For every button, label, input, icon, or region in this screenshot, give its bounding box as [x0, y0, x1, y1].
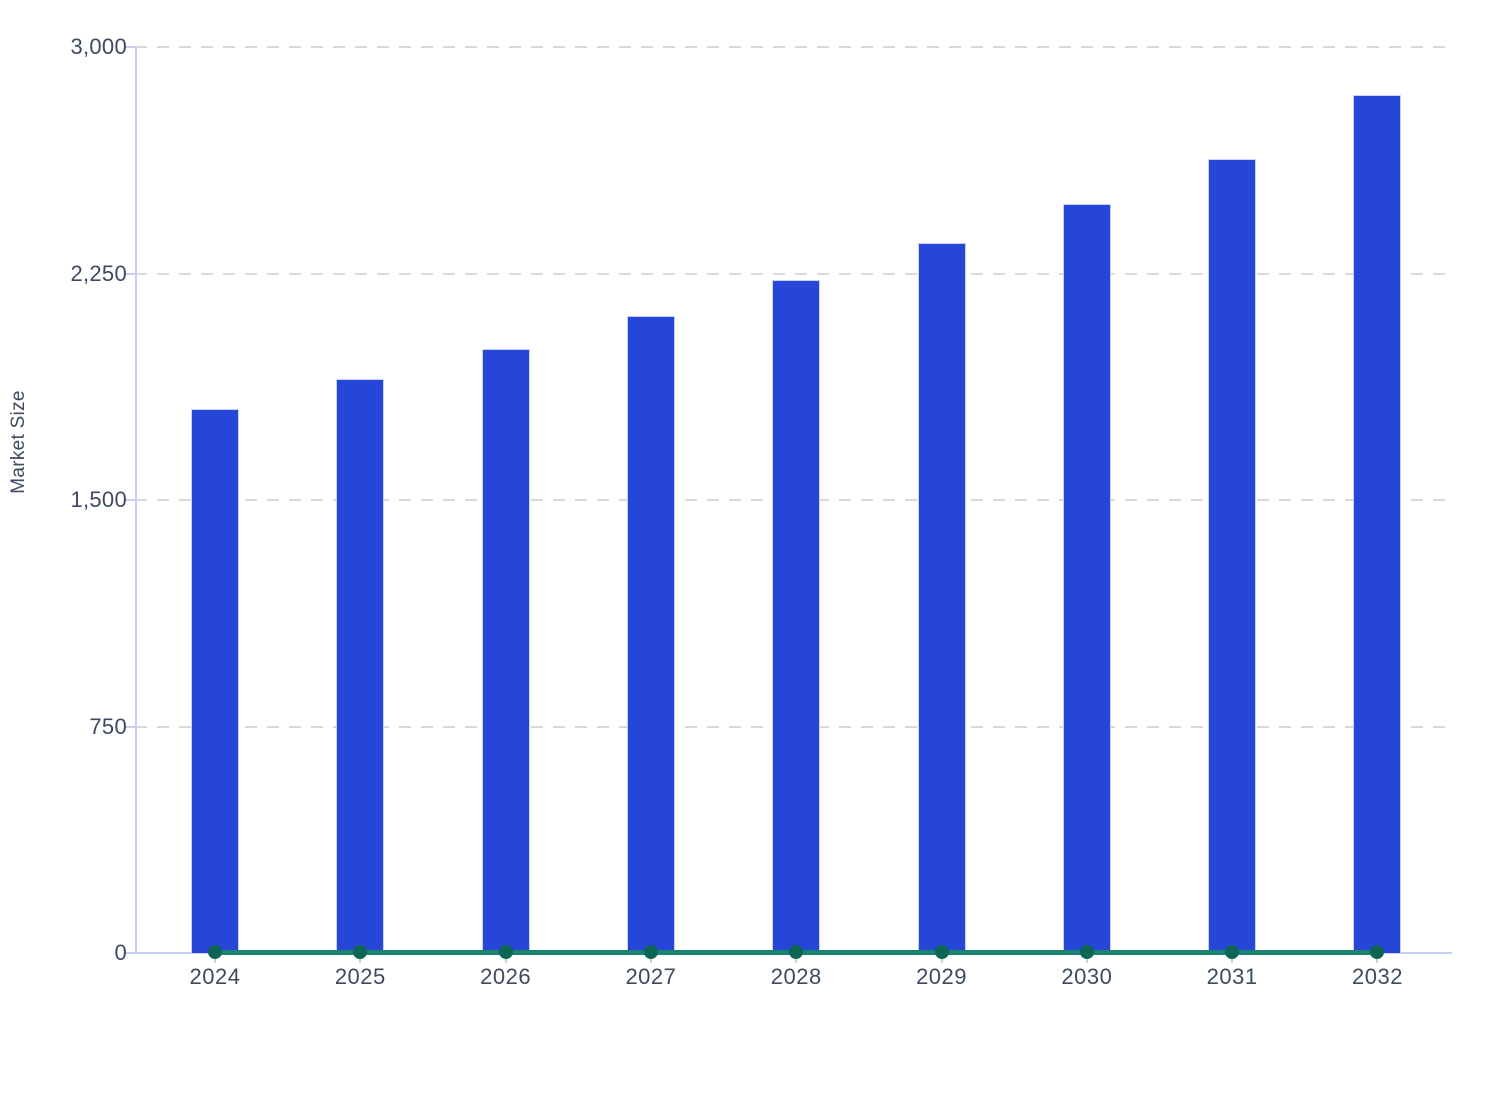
y-tick-label: 0 — [114, 940, 127, 965]
x-tick-label-2028: 2028 — [770, 964, 822, 989]
gridline-3,000 — [135, 46, 1452, 48]
x-tick-label-2031: 2031 — [1206, 964, 1258, 989]
line-marker-2026[interactable] — [498, 945, 513, 959]
x-tick-label-2032: 2032 — [1351, 964, 1403, 989]
y-tick-mark — [125, 46, 135, 48]
line-marker-2031[interactable] — [1225, 945, 1240, 959]
y-tick-mark — [125, 952, 135, 954]
y-tick-label: 2,250 — [70, 260, 127, 286]
y-tick-mark — [125, 272, 135, 275]
bar-2024[interactable] — [191, 409, 239, 953]
gridline-2,250 — [135, 272, 1452, 275]
x-tick-label-2029: 2029 — [916, 964, 968, 989]
line-marker-2027[interactable] — [643, 945, 658, 959]
line-marker-2030[interactable] — [1079, 945, 1094, 959]
x-tick-label-2027: 2027 — [625, 964, 677, 989]
bar-2025[interactable] — [336, 379, 385, 953]
y-tick-mark — [125, 499, 135, 501]
y-tick-mark — [125, 725, 135, 728]
line-marker-2024[interactable] — [208, 945, 222, 959]
line-marker-2028[interactable] — [789, 945, 804, 959]
y-axis-title: Market Size — [8, 390, 29, 494]
bar-2029[interactable] — [917, 243, 966, 953]
bar-2031[interactable] — [1208, 158, 1257, 953]
y-tick-label: 750 — [89, 713, 127, 739]
x-tick-label-2024: 2024 — [189, 964, 241, 989]
line-marker-2032[interactable] — [1370, 945, 1385, 959]
line-marker-2029[interactable] — [934, 945, 949, 959]
x-tick-label-2025: 2025 — [334, 964, 386, 989]
bar-2030[interactable] — [1062, 204, 1111, 953]
bar-2032[interactable] — [1353, 95, 1402, 953]
bar-2027[interactable] — [626, 315, 675, 953]
y-tick-label: 3,000 — [70, 34, 127, 59]
line-marker-2025[interactable] — [353, 945, 368, 959]
x-tick-label-2026: 2026 — [480, 964, 532, 989]
y-axis-line — [135, 47, 137, 953]
bar-2026[interactable] — [481, 349, 530, 953]
y-tick-label: 1,500 — [70, 487, 127, 512]
bar-2028[interactable] — [772, 279, 821, 953]
x-tick-label-2030: 2030 — [1061, 964, 1113, 989]
